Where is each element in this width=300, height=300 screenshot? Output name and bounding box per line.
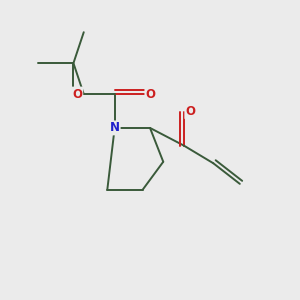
- Text: O: O: [72, 88, 82, 100]
- Text: N: N: [110, 122, 120, 134]
- Text: O: O: [185, 105, 195, 118]
- Text: O: O: [146, 88, 156, 100]
